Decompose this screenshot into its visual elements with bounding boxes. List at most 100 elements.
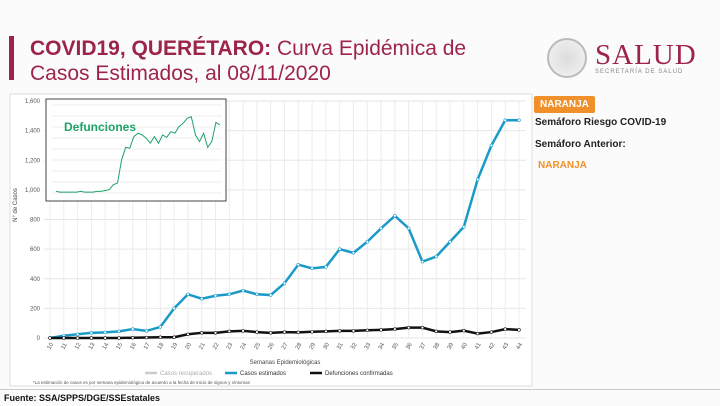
y-tick-label: 1,400	[25, 129, 41, 135]
data-point	[324, 265, 328, 269]
data-point	[393, 214, 397, 218]
x-tick-label: 35	[391, 342, 400, 351]
data-point	[117, 329, 121, 334]
x-tick-label: 10	[47, 342, 56, 351]
data-point	[200, 297, 204, 301]
data-point	[462, 225, 466, 229]
x-tick-label: 27	[281, 342, 290, 351]
y-tick-label: 400	[30, 277, 41, 283]
data-point	[296, 330, 300, 335]
y-tick-label: 0	[37, 336, 41, 342]
x-tick-label: 28	[295, 342, 304, 351]
y-tick-label: 1,000	[25, 188, 41, 194]
data-point	[75, 332, 80, 336]
data-point	[227, 292, 232, 297]
x-tick-label: 44	[516, 342, 525, 351]
x-tick-label: 23	[226, 342, 235, 351]
x-tick-label: 43	[502, 342, 511, 351]
x-tick-label: 32	[350, 342, 359, 351]
x-tick-label: 21	[198, 342, 207, 351]
y-tick-label: 200	[30, 306, 41, 312]
x-tick-label: 17	[143, 342, 152, 351]
data-point	[337, 247, 342, 251]
data-point	[406, 325, 411, 330]
x-tick-label: 12	[74, 342, 83, 351]
x-tick-label: 31	[336, 342, 345, 351]
y-tick-label: 1,600	[25, 99, 41, 105]
x-tick-label: 42	[488, 342, 497, 351]
semaforo-label: Semáforo Riesgo COVID-19	[535, 117, 667, 128]
data-point	[158, 335, 163, 339]
data-point	[213, 294, 218, 298]
data-point	[379, 226, 383, 231]
x-tick-label: 36	[405, 342, 414, 351]
source: Fuente: SSA/SPPS/DGE/SSEstatales	[0, 389, 720, 403]
data-point	[103, 336, 107, 340]
data-point	[365, 328, 369, 332]
data-point	[103, 330, 107, 335]
data-point	[337, 329, 342, 333]
data-point	[434, 254, 438, 259]
x-tick-label: 38	[433, 342, 442, 351]
data-point	[269, 331, 273, 335]
data-point	[158, 325, 163, 329]
data-point	[144, 329, 149, 333]
data-point	[172, 335, 176, 339]
page-title: COVID19, QUERÉTARO: Curva Epidémica de C…	[30, 37, 467, 85]
data-point	[434, 329, 438, 334]
data-point	[351, 329, 356, 333]
x-tick-label: 33	[364, 342, 373, 351]
data-point	[227, 329, 232, 334]
logo-subtitle: SECRETARÍA DE SALUD	[595, 69, 684, 75]
data-point	[117, 336, 121, 340]
data-point	[89, 331, 94, 335]
x-tick-label: 25	[254, 342, 263, 351]
data-point	[517, 328, 521, 332]
data-point	[255, 330, 259, 334]
data-point	[475, 177, 480, 182]
x-tick-label: 11	[61, 342, 70, 351]
x-tick-label: 18	[157, 342, 166, 351]
x-tick-label: 39	[447, 342, 456, 351]
data-point	[503, 327, 507, 331]
data-point	[213, 331, 218, 335]
y-tick-label: 600	[30, 247, 41, 253]
footnote: *La estimación de casos es por semana ep…	[33, 380, 251, 385]
data-point	[269, 293, 273, 297]
data-point	[296, 262, 300, 267]
data-point	[517, 118, 521, 122]
x-tick-label: 26	[267, 342, 276, 351]
x-tick-label: 22	[212, 342, 221, 351]
data-point	[406, 226, 411, 231]
x-tick-label: 37	[419, 342, 428, 351]
data-point	[379, 328, 383, 332]
data-point	[200, 331, 204, 335]
logo-name: SALUD	[595, 39, 697, 71]
data-point	[475, 331, 480, 336]
data-point	[241, 288, 245, 293]
data-point	[365, 240, 369, 244]
data-point	[393, 327, 397, 331]
data-point	[503, 118, 507, 122]
legend-label: Defunciones confirmadas	[325, 371, 393, 377]
semaforo-previous: NARANJA	[538, 160, 587, 171]
x-tick-label: 29	[309, 342, 318, 351]
data-point	[489, 330, 494, 334]
inset-frame	[45, 98, 227, 202]
x-tick-label: 15	[116, 342, 125, 351]
y-tick-label: 1,200	[25, 158, 41, 164]
data-point	[351, 251, 356, 255]
data-point	[324, 329, 328, 334]
data-point	[448, 240, 452, 244]
x-tick-label: 20	[185, 342, 194, 351]
x-tick-label: 19	[171, 342, 180, 351]
data-point	[62, 336, 66, 340]
y-axis-label: N° de Casos	[13, 188, 19, 222]
data-point	[144, 335, 149, 340]
data-point	[186, 332, 190, 336]
x-axis-label: Semanas Epidemiológicas	[250, 360, 321, 366]
x-tick-label: 14	[102, 342, 111, 351]
data-point	[489, 143, 494, 148]
data-point	[448, 330, 452, 334]
